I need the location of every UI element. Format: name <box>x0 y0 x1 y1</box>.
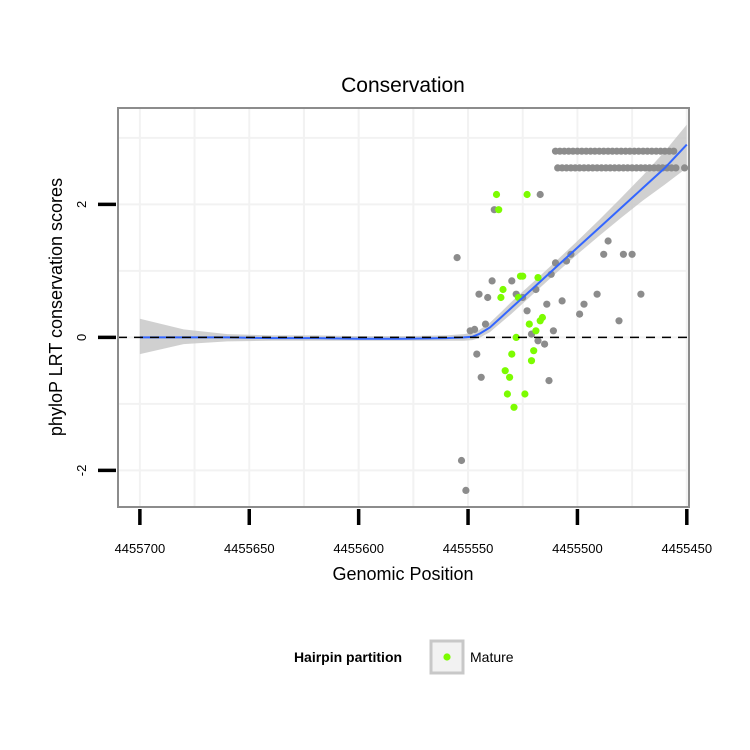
other-point <box>473 350 481 358</box>
other-point <box>462 486 470 494</box>
other-point <box>484 293 492 302</box>
other-point <box>672 164 680 172</box>
other-point <box>558 297 566 305</box>
x-tick-label: 4455500 <box>552 541 603 556</box>
other-point <box>477 373 485 381</box>
other-point <box>619 250 628 258</box>
mature-point <box>525 320 533 328</box>
y-tick-label: 2 <box>74 201 89 208</box>
other-point <box>508 277 516 285</box>
x-axis-ticks: 4455700 4455650 4455600 4455550 4455500 44554… <box>115 509 712 556</box>
legend-label-mature: Mature <box>470 649 514 665</box>
x-tick-label: 4455450 <box>661 541 712 556</box>
y-tick-label: 0 <box>74 334 89 341</box>
other-point <box>604 237 612 245</box>
mature-point <box>506 373 514 381</box>
other-point <box>481 320 490 328</box>
panel-border <box>117 107 690 508</box>
mature-point <box>538 313 547 322</box>
mature-points <box>492 190 547 411</box>
other-point <box>600 250 608 258</box>
y-axis-title: phyloP LRT conservation scores <box>46 178 66 436</box>
mature-point <box>497 293 505 302</box>
other-point <box>453 254 461 262</box>
mature-point <box>527 357 536 365</box>
legend: Hairpin partition Mature <box>294 639 514 675</box>
other-point <box>543 300 551 308</box>
mature-point <box>512 333 520 341</box>
y-axis-ticks: -2 0 2 <box>74 201 116 476</box>
x-tick-label: 4455550 <box>443 541 494 556</box>
other-point <box>534 337 542 345</box>
mature-point <box>508 350 516 358</box>
other-point <box>580 300 588 308</box>
mature-point <box>523 190 531 199</box>
y-tick-label: -2 <box>74 465 89 477</box>
plot-panel <box>118 108 689 507</box>
mature-point <box>503 390 511 398</box>
other-point <box>576 310 584 318</box>
legend-title: Hairpin partition <box>294 649 402 665</box>
other-point <box>541 340 549 348</box>
other-point <box>471 325 479 333</box>
x-axis-title: Genomic Position <box>332 564 473 584</box>
other-point <box>523 307 531 315</box>
smooth-line <box>139 143 688 340</box>
other-points <box>453 147 689 494</box>
x-tick-label: 4455700 <box>115 541 166 556</box>
other-point <box>593 290 601 298</box>
ribbon-area <box>139 124 687 355</box>
mature-point <box>499 285 507 294</box>
mature-point <box>510 403 518 411</box>
mature-point <box>492 190 501 199</box>
other-point <box>536 190 544 199</box>
other-point <box>488 277 496 285</box>
mature-point <box>530 347 538 355</box>
x-tick-label: 4455650 <box>224 541 275 556</box>
legend-mature-marker <box>443 653 451 661</box>
other-point <box>545 377 553 385</box>
other-point <box>628 250 636 258</box>
mature-point <box>534 274 542 282</box>
mature-point <box>532 327 540 335</box>
other-point <box>637 290 645 298</box>
confidence-ribbon <box>139 124 687 355</box>
mature-point <box>521 390 529 398</box>
other-point <box>615 317 623 325</box>
loess-line <box>139 143 688 340</box>
mature-point <box>519 272 527 280</box>
mature-point <box>495 206 503 214</box>
mature-point <box>501 367 509 375</box>
other-point <box>457 456 466 465</box>
other-point <box>670 147 678 155</box>
other-point <box>475 290 483 298</box>
x-tick-label: 4455600 <box>333 541 384 556</box>
chart-title: Conservation <box>341 74 465 97</box>
other-point <box>549 327 558 335</box>
other-point <box>681 164 689 172</box>
